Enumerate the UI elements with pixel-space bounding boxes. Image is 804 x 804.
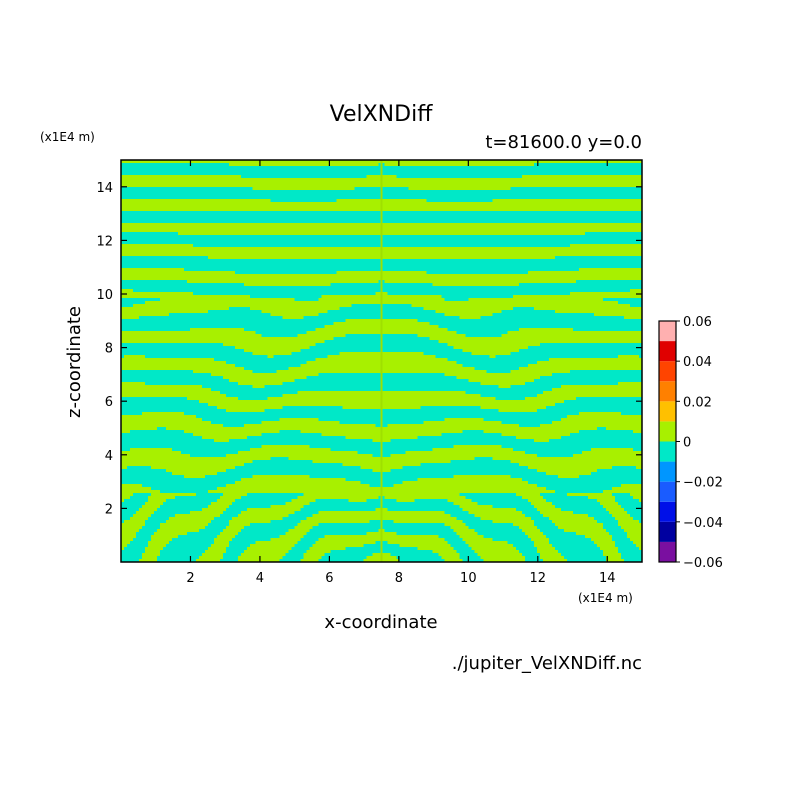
y-tick-label: 2: [105, 502, 113, 517]
colorbar-segment: [659, 341, 676, 362]
colorbar-segment: [659, 401, 676, 422]
chart-subtitle: t=81600.0 y=0.0: [485, 132, 642, 153]
colorbar-segment: [659, 541, 676, 562]
y-tick-label: 8: [105, 342, 113, 357]
y-tick-label: 14: [96, 181, 113, 196]
colorbar-tick-label: 0.04: [683, 355, 712, 370]
colorbar-segment: [659, 501, 676, 522]
file-label: ./jupiter_VelXNDiff.nc: [452, 653, 642, 674]
colorbar-segment: [659, 381, 676, 402]
plot-frame: [120, 159, 643, 563]
colorbar-segment: [659, 441, 676, 462]
y-tick-label: 10: [96, 288, 113, 303]
colorbar-tick-label: −0.04: [683, 516, 723, 531]
colorbar: −0.06 −0.04 −0.02 0 0.02 0.04 0.06: [658, 315, 723, 571]
colorbar-tick-label: 0.02: [683, 395, 712, 410]
colorbar-segment: [659, 321, 676, 342]
x-tick-label: 10: [460, 571, 477, 586]
x-axis-label: x-coordinate: [324, 612, 437, 633]
plot-area: [121, 160, 642, 562]
y-axis-label: z-coordinate: [64, 306, 85, 418]
y-tick-label: 12: [96, 234, 113, 249]
x-tick-label: 14: [599, 571, 616, 586]
colorbar-tick-label: 0.06: [683, 315, 712, 330]
colorbar-tick-label: 0: [683, 436, 691, 451]
x-tick-label: 4: [256, 571, 264, 586]
y-unit-label: (x1E4 m): [40, 130, 95, 144]
axis-ticks: 2 4 6 8 10 12 14 2 4 6 8 10 12 14: [96, 160, 642, 586]
chart-title: VelXNDiff: [330, 102, 434, 127]
x-tick-label: 6: [325, 571, 333, 586]
colorbar-segment: [659, 481, 676, 502]
colorbar-segment: [659, 521, 676, 542]
y-tick-label: 6: [105, 395, 113, 410]
colorbar-segment: [659, 361, 676, 382]
x-tick-label: 2: [186, 571, 194, 586]
colorbar-tick-label: −0.02: [683, 476, 723, 491]
colorbar-segment: [659, 421, 676, 442]
colorbar-segment: [659, 461, 676, 482]
x-unit-label: (x1E4 m): [578, 591, 633, 605]
y-tick-label: 4: [105, 449, 113, 464]
x-tick-label: 12: [530, 571, 547, 586]
colorbar-tick-label: −0.06: [683, 556, 723, 571]
x-tick-label: 8: [395, 571, 403, 586]
